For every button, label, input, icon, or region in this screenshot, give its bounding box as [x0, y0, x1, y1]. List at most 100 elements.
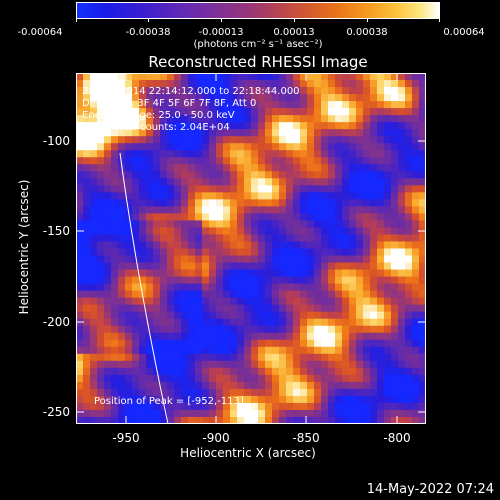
image-pixel: [174, 199, 182, 207]
image-pixel: [377, 227, 385, 235]
image-pixel: [230, 206, 238, 214]
image-pixel: [307, 374, 315, 383]
image-pixel: [230, 318, 238, 327]
image-pixel: [216, 395, 224, 404]
image-pixel: [349, 311, 357, 320]
image-pixel: [405, 416, 413, 424]
image-pixel: [342, 157, 350, 165]
image-pixel: [300, 339, 308, 348]
image-pixel: [349, 255, 357, 264]
image-pixel: [223, 87, 231, 95]
image-pixel: [153, 87, 161, 95]
image-pixel: [202, 143, 210, 151]
image-pixel: [293, 262, 301, 271]
image-pixel: [209, 255, 217, 264]
image-pixel: [209, 297, 217, 306]
image-pixel: [167, 360, 175, 369]
image-pixel: [223, 234, 231, 242]
image-pixel: [342, 381, 350, 390]
image-pixel: [244, 290, 252, 299]
image-pixel: [405, 185, 413, 193]
image-pixel: [188, 136, 196, 144]
image-pixel: [139, 367, 147, 376]
image-pixel: [216, 171, 224, 179]
image-pixel: [181, 227, 189, 235]
image-pixel: [139, 199, 147, 207]
image-pixel: [202, 101, 210, 109]
image-pixel: [244, 171, 252, 179]
image-pixel: [230, 115, 238, 123]
image-pixel: [279, 206, 287, 214]
image-pixel: [90, 339, 98, 348]
image-pixel: [216, 73, 224, 81]
image-pixel: [76, 409, 84, 418]
image-pixel: [279, 185, 287, 193]
image-pixel: [265, 150, 273, 158]
image-pixel: [118, 171, 126, 179]
image-pixel: [370, 101, 378, 109]
image-pixel: [181, 346, 189, 355]
colorbar-tick-mark: [76, 18, 77, 22]
image-pixel: [251, 290, 259, 299]
image-pixel: [314, 164, 322, 172]
image-pixel: [412, 339, 420, 348]
image-pixel: [139, 360, 147, 369]
image-pixel: [384, 346, 392, 355]
image-pixel: [321, 367, 329, 376]
image-pixel: [335, 80, 343, 88]
image-pixel: [188, 94, 196, 102]
image-pixel: [321, 227, 329, 235]
image-pixel: [223, 262, 231, 271]
image-pixel: [398, 171, 406, 179]
image-pixel: [349, 346, 357, 355]
image-pixel: [160, 150, 168, 158]
image-pixel: [258, 73, 266, 81]
image-pixel: [139, 178, 147, 186]
image-pixel: [118, 346, 126, 355]
image-pixel: [223, 143, 231, 151]
image-pixel: [181, 150, 189, 158]
image-pixel: [342, 262, 350, 271]
image-pixel: [258, 395, 266, 404]
image-pixel: [230, 297, 238, 306]
image-pixel: [76, 339, 84, 348]
image-pixel: [132, 395, 140, 404]
image-pixel: [251, 283, 259, 292]
image-pixel: [153, 346, 161, 355]
image-pixel: [272, 150, 280, 158]
image-pixel: [398, 234, 406, 242]
image-pixel: [370, 122, 378, 130]
image-pixel: [132, 290, 140, 299]
image-pixel: [286, 262, 294, 271]
image-pixel: [202, 374, 210, 383]
image-pixel: [272, 374, 280, 383]
image-pixel: [342, 213, 350, 221]
image-pixel: [307, 339, 315, 348]
image-pixel: [377, 150, 385, 158]
image-pixel: [167, 129, 175, 137]
image-pixel: [293, 353, 301, 362]
image-pixel: [97, 402, 105, 411]
image-pixel: [265, 227, 273, 235]
image-pixel: [335, 87, 343, 95]
image-pixel: [398, 227, 406, 235]
image-pixel: [356, 129, 364, 137]
image-pixel: [314, 143, 322, 151]
image-pixel: [83, 416, 91, 424]
image-pixel: [209, 199, 217, 207]
image-pixel: [370, 311, 378, 320]
colorbar-tick-mark: [221, 18, 222, 22]
image-pixel: [328, 269, 336, 278]
image-pixel: [195, 388, 203, 397]
image-pixel: [195, 227, 203, 235]
image-pixel: [76, 332, 84, 341]
image-pixel: [97, 353, 105, 362]
image-pixel: [237, 381, 245, 390]
image-pixel: [314, 129, 322, 137]
image-pixel: [293, 346, 301, 355]
image-pixel: [223, 311, 231, 320]
image-pixel: [293, 248, 301, 257]
image-pixel: [188, 346, 196, 355]
image-pixel: [384, 388, 392, 397]
image-pixel: [384, 150, 392, 158]
